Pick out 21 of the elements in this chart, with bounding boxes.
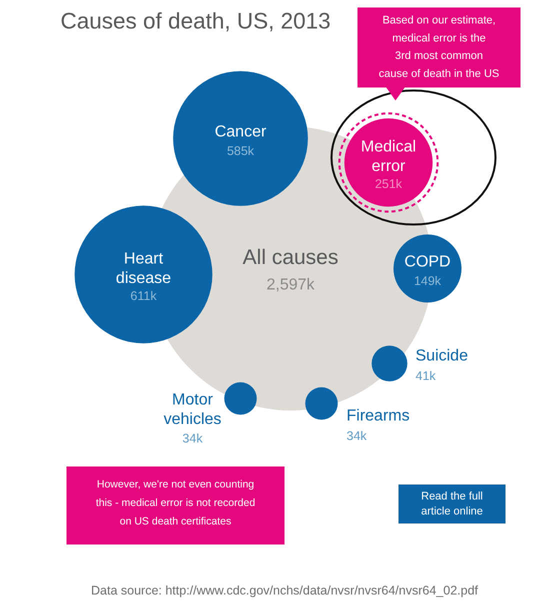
text: Based on our estimate, medical error is the 3rd most common cause of death in the US bbox=[378, 14, 500, 80]
category-label: COPD bbox=[404, 254, 451, 271]
data-label: 611k bbox=[130, 289, 158, 304]
category-label: Motor vehicles bbox=[164, 392, 222, 428]
category-label: Medical error bbox=[360, 138, 416, 175]
text: Causes of death, US, 2013 bbox=[60, 8, 331, 34]
category-label: All causes bbox=[242, 246, 338, 270]
data-label: 34k bbox=[346, 428, 368, 443]
data-label: 149k bbox=[414, 274, 442, 288]
data-label: 34k bbox=[182, 431, 204, 446]
source-note: Data source: http://www.cdc.gov/nchs/data/nvsr/nvsr64/nvsr64_02.pdf bbox=[90, 584, 479, 598]
category-label: Firearms bbox=[346, 408, 410, 424]
data-label: 41k bbox=[416, 368, 436, 383]
category-label: Heart disease bbox=[116, 250, 172, 287]
category-label: Cancer bbox=[214, 124, 267, 141]
text: Read the full article online bbox=[421, 490, 483, 518]
data-label: 2,597k bbox=[266, 276, 316, 294]
data-label: 585k bbox=[226, 144, 255, 158]
category-label: Suicide bbox=[416, 348, 468, 364]
data-label: 251k bbox=[374, 177, 403, 192]
text: However, we're not even counting this - medical error is not recorded on US death certificates bbox=[96, 478, 256, 528]
